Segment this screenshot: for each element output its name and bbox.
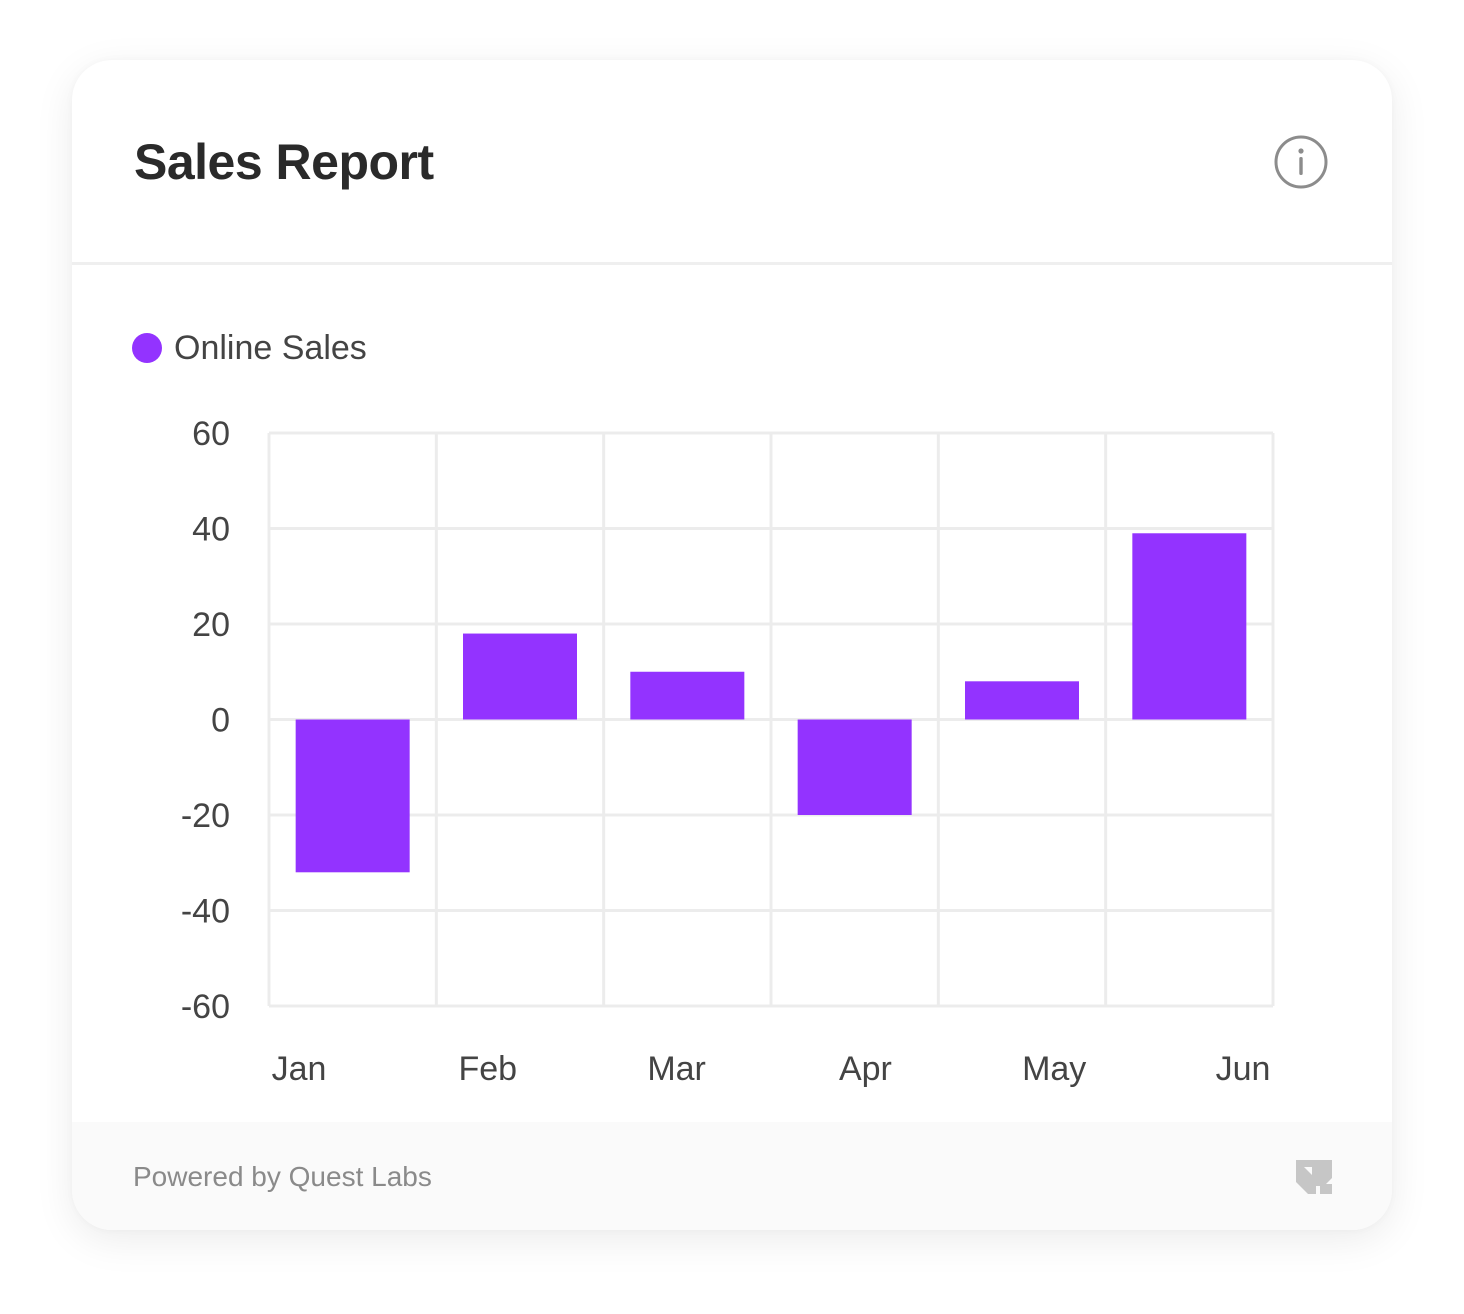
y-tick-label: -20 (181, 797, 230, 835)
x-tick-label: Mar (647, 1050, 706, 1088)
y-tick-label: -40 (181, 893, 230, 931)
bar-jun (1132, 533, 1247, 720)
y-tick-label: 60 (192, 415, 230, 453)
x-tick-label: Jun (1216, 1050, 1271, 1088)
bar-may (965, 681, 1079, 720)
bar-feb (463, 633, 577, 720)
x-tick-label: Apr (839, 1050, 892, 1088)
quest-labs-logo-icon (1294, 1158, 1334, 1196)
x-tick-label: Jan (272, 1050, 327, 1088)
legend-swatch (132, 333, 162, 363)
chart-legend[interactable]: Online Sales (132, 328, 367, 368)
bar-jan (295, 719, 410, 873)
sales-report-card: Sales Report Online Sales 60 40 20 0 -20 -40 -… (72, 60, 1392, 1230)
bar-chart: 60 40 20 0 -20 -40 -60 Jan Feb Mar Apr May Jun (181, 415, 1275, 1088)
y-tick-label: 40 (192, 511, 230, 549)
card-footer: Powered by Quest Labs (72, 1122, 1392, 1230)
powered-by-text: Powered by Quest Labs (133, 1161, 432, 1192)
bar-mar (630, 671, 745, 720)
card-header: Sales Report (72, 60, 1392, 265)
legend-label-online-sales: Online Sales (174, 329, 367, 367)
bar-apr (797, 719, 912, 815)
y-tick-label: -60 (181, 988, 230, 1026)
y-tick-label: 20 (192, 606, 230, 644)
x-tick-label: May (1022, 1050, 1086, 1088)
x-tick-label: Feb (459, 1050, 518, 1088)
y-tick-label: 0 (211, 702, 230, 740)
card-title: Sales Report (134, 134, 434, 190)
info-icon[interactable] (1274, 135, 1328, 189)
